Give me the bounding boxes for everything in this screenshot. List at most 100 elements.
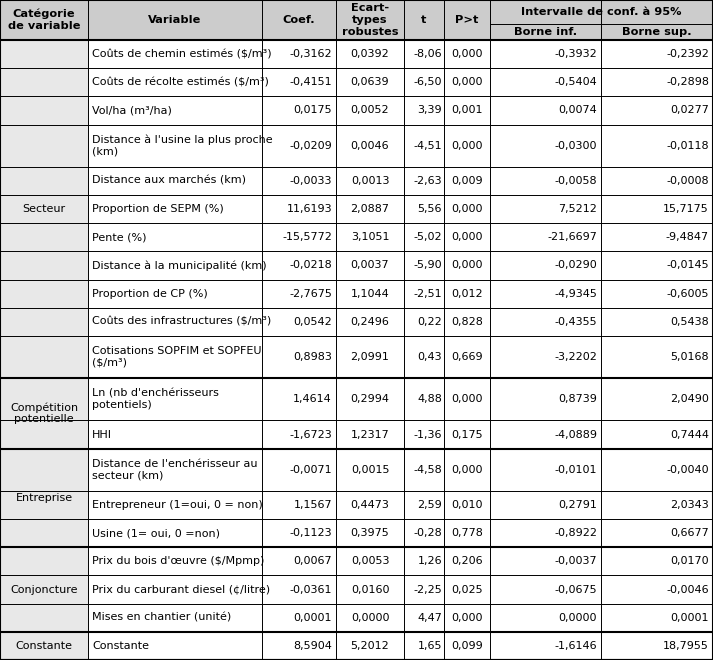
Text: 0,000: 0,000 (451, 465, 483, 475)
Text: Mises en chantier (unité): Mises en chantier (unité) (92, 612, 231, 623)
Text: -0,2898: -0,2898 (666, 77, 709, 87)
Text: 5,2012: 5,2012 (351, 641, 389, 651)
Text: -3,2202: -3,2202 (554, 352, 597, 362)
Text: 7,5212: 7,5212 (558, 204, 597, 214)
Text: 1,4614: 1,4614 (293, 394, 332, 405)
Text: 0,0013: 0,0013 (351, 176, 389, 186)
Text: -0,0145: -0,0145 (667, 261, 709, 271)
Bar (0, 40, 713, 68)
Text: -0,0037: -0,0037 (555, 556, 597, 566)
Text: 0,0037: 0,0037 (351, 261, 389, 271)
Text: 1,2317: 1,2317 (351, 430, 389, 440)
Text: -0,0058: -0,0058 (555, 176, 597, 186)
Text: 2,0991: 2,0991 (351, 352, 389, 362)
Text: -2,51: -2,51 (414, 288, 442, 298)
Text: -4,9345: -4,9345 (554, 288, 597, 298)
Text: 0,0639: 0,0639 (351, 77, 389, 87)
Text: 0,0000: 0,0000 (558, 612, 597, 623)
Text: Coûts des infrastructures ($/m³): Coûts des infrastructures ($/m³) (92, 317, 271, 327)
Text: P>t: P>t (456, 15, 478, 25)
Text: 0,2994: 0,2994 (351, 394, 389, 405)
Text: 0,6677: 0,6677 (670, 528, 709, 538)
Text: 0,0277: 0,0277 (670, 106, 709, 116)
Text: Distance aux marchés (km): Distance aux marchés (km) (92, 176, 246, 186)
Text: 0,2791: 0,2791 (558, 500, 597, 510)
Text: Constante: Constante (16, 641, 73, 651)
Text: -0,0290: -0,0290 (554, 261, 597, 271)
Text: 0,0175: 0,0175 (293, 106, 332, 116)
Bar (0, 0, 713, 40)
Text: -1,6723: -1,6723 (289, 430, 332, 440)
Bar (0, 547, 88, 632)
Text: Constante: Constante (92, 641, 149, 651)
Text: 0,000: 0,000 (451, 232, 483, 242)
Text: Proportion de CP (%): Proportion de CP (%) (92, 288, 207, 298)
Bar (0, 449, 713, 491)
Text: 2,0490: 2,0490 (670, 394, 709, 405)
Text: 8,5904: 8,5904 (293, 641, 332, 651)
Text: -0,2392: -0,2392 (666, 49, 709, 59)
Text: 4,47: 4,47 (417, 612, 442, 623)
Bar (0, 576, 713, 604)
Text: 0,000: 0,000 (451, 612, 483, 623)
Text: -4,58: -4,58 (414, 465, 442, 475)
Text: Pente (%): Pente (%) (92, 232, 146, 242)
Bar (0, 167, 713, 195)
Text: t: t (421, 15, 426, 25)
Text: 0,0001: 0,0001 (294, 612, 332, 623)
Text: Vol/ha (m³/ha): Vol/ha (m³/ha) (92, 106, 172, 116)
Text: 0,5438: 0,5438 (670, 317, 709, 327)
Text: -2,7675: -2,7675 (289, 288, 332, 298)
Bar (0, 308, 713, 336)
Bar (0, 336, 713, 378)
Bar (0, 280, 713, 308)
Text: -0,0046: -0,0046 (667, 585, 709, 595)
Text: 15,7175: 15,7175 (663, 204, 709, 214)
Text: 1,65: 1,65 (418, 641, 442, 651)
Text: -0,0209: -0,0209 (289, 141, 332, 150)
Text: 0,001: 0,001 (451, 106, 483, 116)
Text: Catégorie
de variable: Catégorie de variable (8, 9, 81, 31)
Text: 0,010: 0,010 (451, 500, 483, 510)
Text: Variable: Variable (148, 15, 202, 25)
Bar (0, 125, 713, 167)
Text: 0,0160: 0,0160 (351, 585, 389, 595)
Text: -4,51: -4,51 (414, 141, 442, 150)
Text: -9,4847: -9,4847 (666, 232, 709, 242)
Text: Cotisations SOPFIM et SOPFEU
($/m³): Cotisations SOPFIM et SOPFEU ($/m³) (92, 346, 262, 368)
Text: 0,8983: 0,8983 (293, 352, 332, 362)
Text: 11,6193: 11,6193 (287, 204, 332, 214)
Text: 0,0170: 0,0170 (670, 556, 709, 566)
Text: 0,0046: 0,0046 (351, 141, 389, 150)
Text: 0,43: 0,43 (417, 352, 442, 362)
Text: Entrepreneur (1=oui, 0 = non): Entrepreneur (1=oui, 0 = non) (92, 500, 263, 510)
Text: 0,000: 0,000 (451, 77, 483, 87)
Text: Distance à la municipalité (km): Distance à la municipalité (km) (92, 260, 267, 271)
Text: -0,5404: -0,5404 (554, 77, 597, 87)
Text: 1,26: 1,26 (417, 556, 442, 566)
Bar (0, 378, 713, 420)
Text: 1,1044: 1,1044 (351, 288, 389, 298)
Text: 0,206: 0,206 (451, 556, 483, 566)
Text: -15,5772: -15,5772 (282, 232, 332, 242)
Text: 3,1051: 3,1051 (351, 232, 389, 242)
Text: -0,0675: -0,0675 (555, 585, 597, 595)
Text: -6,50: -6,50 (414, 77, 442, 87)
Text: Coef.: Coef. (282, 15, 315, 25)
Text: 0,3975: 0,3975 (351, 528, 389, 538)
Text: 0,8739: 0,8739 (558, 394, 597, 405)
Text: 4,88: 4,88 (417, 394, 442, 405)
Text: 0,000: 0,000 (451, 261, 483, 271)
Text: -1,6146: -1,6146 (555, 641, 597, 651)
Text: 0,0074: 0,0074 (558, 106, 597, 116)
Text: 0,000: 0,000 (451, 394, 483, 405)
Text: -0,1123: -0,1123 (289, 528, 332, 538)
Text: -1,36: -1,36 (414, 430, 442, 440)
Text: 0,0001: 0,0001 (670, 612, 709, 623)
Bar (0, 420, 713, 449)
Text: Usine (1= oui, 0 =non): Usine (1= oui, 0 =non) (92, 528, 220, 538)
Text: -0,8922: -0,8922 (554, 528, 597, 538)
Text: 5,56: 5,56 (418, 204, 442, 214)
Text: Distance à l'usine la plus proche
(km): Distance à l'usine la plus proche (km) (92, 135, 272, 156)
Text: -0,0033: -0,0033 (289, 176, 332, 186)
